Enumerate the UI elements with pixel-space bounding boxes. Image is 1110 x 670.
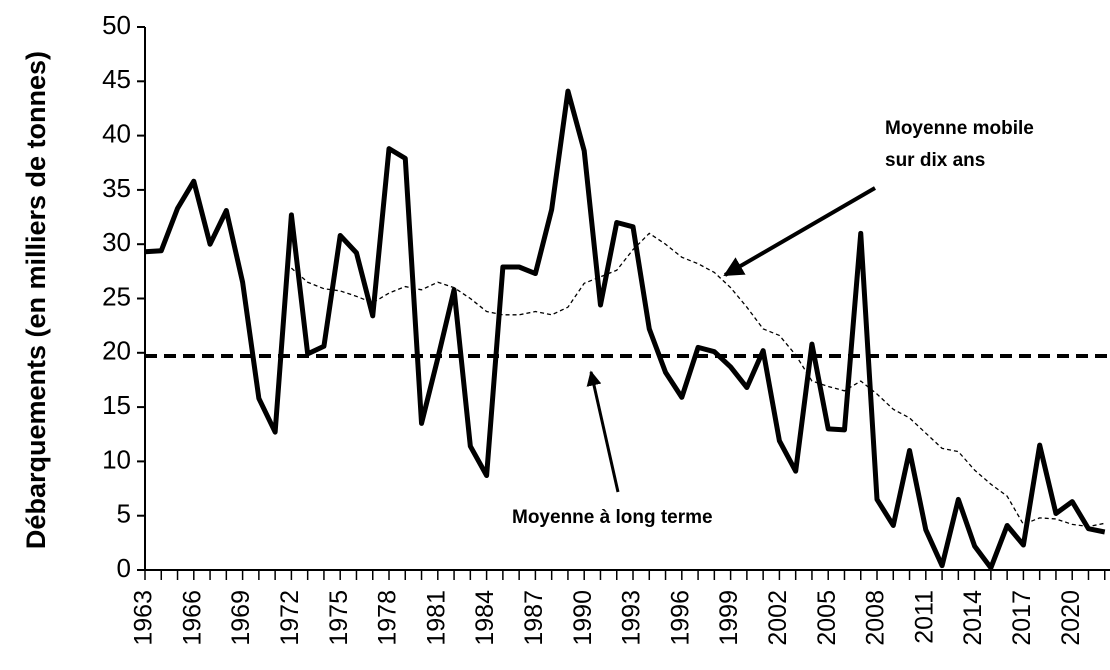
x-tick-label: 1993 — [618, 590, 646, 646]
x-tick-label: 1978 — [374, 590, 402, 646]
y-tick-label: 25 — [102, 281, 131, 311]
x-tick-label: 1963 — [130, 590, 158, 646]
x-tick-label: 1981 — [422, 590, 450, 646]
x-tick-label: 2008 — [862, 590, 890, 646]
annotation: sur dix ans — [885, 150, 985, 171]
x-tick-label: 1966 — [178, 590, 206, 646]
x-tick-label: 1996 — [666, 590, 694, 646]
x-tick-label: 1987 — [520, 590, 548, 646]
y-tick-label: 15 — [102, 390, 131, 420]
y-tick-label: 40 — [102, 118, 131, 148]
y-tick-label: 5 — [117, 499, 131, 529]
x-tick-label: 1984 — [471, 590, 499, 646]
annotation-arrow — [586, 370, 620, 493]
x-tick-label: 2002 — [764, 590, 792, 646]
x-tick-label: 1972 — [276, 590, 304, 646]
y-tick-label: 30 — [102, 227, 131, 257]
data-line — [144, 88, 1106, 571]
x-tick-label: 2020 — [1057, 590, 1085, 646]
x-tick-label: 1969 — [227, 590, 255, 646]
y-tick-label: 0 — [117, 553, 131, 583]
x-tick-label: 1999 — [715, 590, 743, 646]
annotation-arrow — [723, 186, 877, 277]
y-axis-label: Débarquements (en milliers de tonnes) — [21, 51, 51, 549]
data-line — [290, 232, 1105, 528]
x-tick-label: 2017 — [1008, 590, 1036, 646]
x-tick-label: 1975 — [325, 590, 353, 646]
annotation: Moyenne mobile — [885, 118, 1034, 139]
x-tick-label: 1990 — [569, 590, 597, 646]
y-tick-label: 10 — [102, 444, 131, 474]
y-tick-label: 35 — [102, 173, 131, 203]
y-tick-label: 50 — [102, 10, 131, 40]
x-tick-label: 2014 — [959, 590, 987, 646]
x-tick-label: 2011 — [910, 590, 938, 644]
y-tick-label: 20 — [102, 336, 131, 366]
y-tick-label: 45 — [102, 64, 131, 94]
annotation: Moyenne à long terme — [512, 507, 713, 528]
x-tick-label: 2005 — [813, 590, 841, 646]
